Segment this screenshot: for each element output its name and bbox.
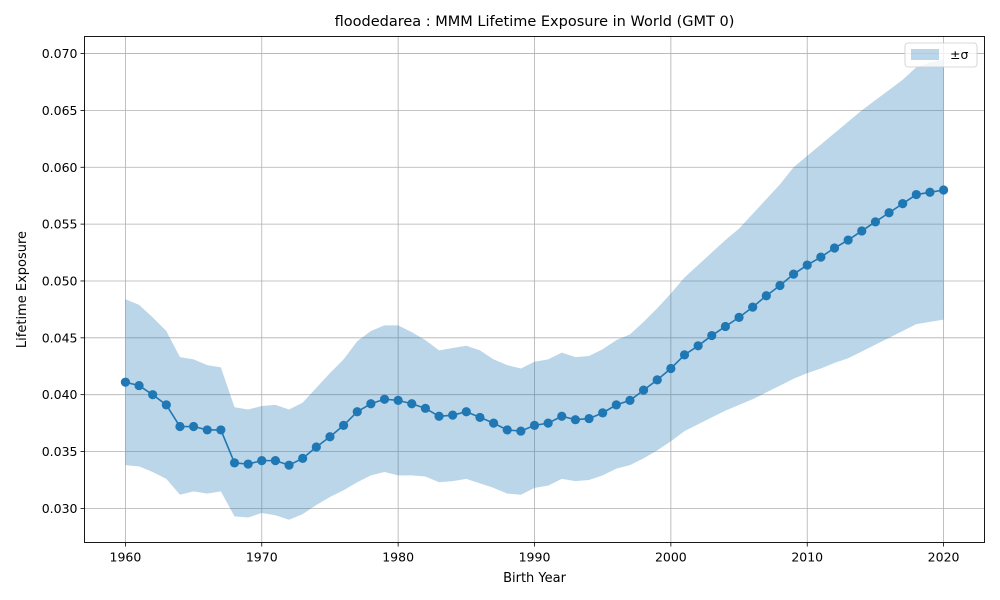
data-point [898, 199, 908, 209]
x-axis-label: Birth Year [503, 571, 567, 586]
data-point [434, 411, 444, 421]
data-point [284, 460, 294, 470]
data-point [338, 420, 349, 430]
data-point [788, 269, 799, 279]
data-point [502, 425, 512, 435]
legend: ±σ [904, 42, 978, 68]
data-point [666, 363, 676, 374]
x-tick-label: 1960 [110, 550, 142, 565]
y-tick-label: 0.070 [42, 46, 78, 61]
data-point [761, 291, 771, 301]
data-point [379, 394, 390, 404]
chart-title: floodedarea : MMM Lifetime Exposure in W… [335, 14, 735, 30]
y-tick-label: 0.045 [42, 330, 78, 345]
y-tick-label: 0.035 [42, 444, 78, 459]
data-point [734, 312, 744, 322]
data-point [570, 415, 581, 425]
data-point [652, 375, 662, 385]
data-point [325, 432, 335, 442]
data-point [175, 421, 185, 432]
data-point [911, 189, 921, 200]
y-axis-label: Lifetime Exposure [15, 231, 30, 348]
data-point [407, 399, 417, 409]
data-point [925, 187, 935, 197]
data-point [584, 413, 594, 424]
data-point [625, 395, 635, 405]
y-tick-label: 0.040 [42, 387, 78, 402]
data-point [693, 341, 703, 351]
data-point [938, 185, 949, 195]
data-point [679, 350, 690, 360]
data-point [611, 400, 621, 410]
data-point [775, 280, 785, 291]
data-point [420, 403, 431, 413]
series-points [120, 185, 949, 470]
x-tick-label: 1970 [246, 550, 278, 565]
data-point [229, 458, 240, 468]
data-point [161, 400, 171, 410]
data-point [884, 208, 894, 218]
x-tick-label: 2020 [928, 550, 960, 565]
data-point [448, 410, 458, 420]
y-tick-label: 0.030 [42, 501, 78, 516]
data-point [816, 252, 826, 262]
x-tick-label: 2010 [791, 550, 823, 565]
data-point [488, 418, 499, 428]
data-point [148, 390, 158, 400]
data-point [257, 456, 267, 466]
data-point [243, 459, 253, 469]
grid [84, 36, 985, 543]
data-point [311, 442, 321, 452]
data-point [829, 243, 840, 253]
data-point [393, 395, 403, 405]
x-tick-label: 1980 [382, 550, 414, 565]
data-point [298, 453, 308, 463]
data-point [638, 385, 649, 395]
legend-box [904, 42, 978, 68]
data-point [529, 420, 540, 430]
data-point [843, 235, 853, 245]
data-point [598, 408, 608, 418]
y-tick-label: 0.065 [42, 103, 78, 118]
data-point [720, 321, 731, 332]
data-point [134, 380, 144, 391]
data-point [366, 399, 376, 409]
data-point [216, 425, 226, 435]
y-tick-label: 0.060 [42, 160, 78, 175]
data-point [461, 407, 471, 417]
data-point [557, 411, 567, 421]
data-point [543, 418, 553, 428]
sigma-band [125, 59, 944, 520]
data-point [120, 377, 131, 387]
x-tick-label: 1990 [519, 550, 551, 565]
data-point [352, 407, 362, 417]
data-point [202, 425, 212, 435]
data-point [857, 226, 867, 236]
x-tick-label: 2000 [655, 550, 687, 565]
data-point [270, 456, 281, 466]
legend-label: ±σ [950, 47, 968, 62]
axis-ticks: 1960 1970 1980 1990 2000 2010 2020 0.030 0.035 0.… [42, 46, 960, 564]
data-point [707, 330, 717, 341]
data-point [516, 426, 526, 436]
data-point [475, 412, 485, 423]
legend-swatch [911, 49, 939, 60]
data-point [802, 260, 812, 270]
y-tick-label: 0.055 [42, 217, 78, 232]
data-point [188, 421, 199, 432]
data-point [870, 217, 881, 227]
y-tick-label: 0.050 [42, 273, 78, 288]
data-point [748, 302, 758, 312]
